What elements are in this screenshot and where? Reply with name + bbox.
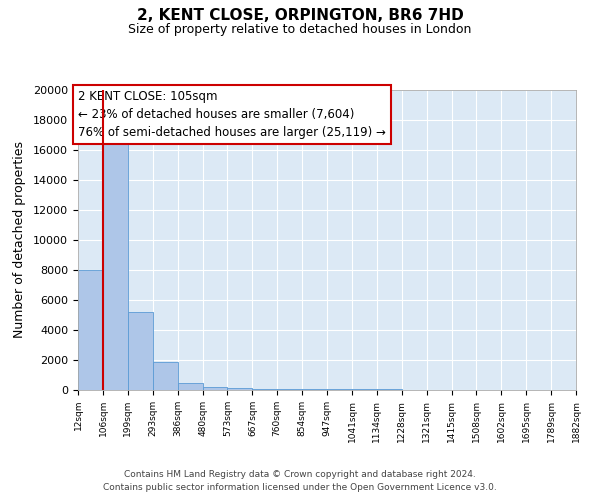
Y-axis label: Number of detached properties: Number of detached properties — [13, 142, 26, 338]
Bar — [103, 136, 128, 390]
Text: Size of property relative to detached houses in London: Size of property relative to detached ho… — [128, 22, 472, 36]
Bar — [78, 270, 103, 390]
Bar — [302, 389, 327, 390]
Bar — [352, 389, 377, 390]
Bar — [227, 388, 253, 390]
Bar — [253, 389, 277, 390]
Text: 2, KENT CLOSE, ORPINGTON, BR6 7HD: 2, KENT CLOSE, ORPINGTON, BR6 7HD — [137, 8, 463, 22]
Text: Contains HM Land Registry data © Crown copyright and database right 2024.
Contai: Contains HM Land Registry data © Crown c… — [103, 470, 497, 492]
Bar — [128, 312, 153, 390]
Text: 2 KENT CLOSE: 105sqm
← 23% of detached houses are smaller (7,604)
76% of semi-de: 2 KENT CLOSE: 105sqm ← 23% of detached h… — [78, 90, 386, 139]
Bar — [178, 382, 203, 390]
Bar — [277, 389, 302, 390]
Bar — [153, 362, 178, 390]
Bar — [327, 389, 352, 390]
Bar — [203, 386, 227, 390]
